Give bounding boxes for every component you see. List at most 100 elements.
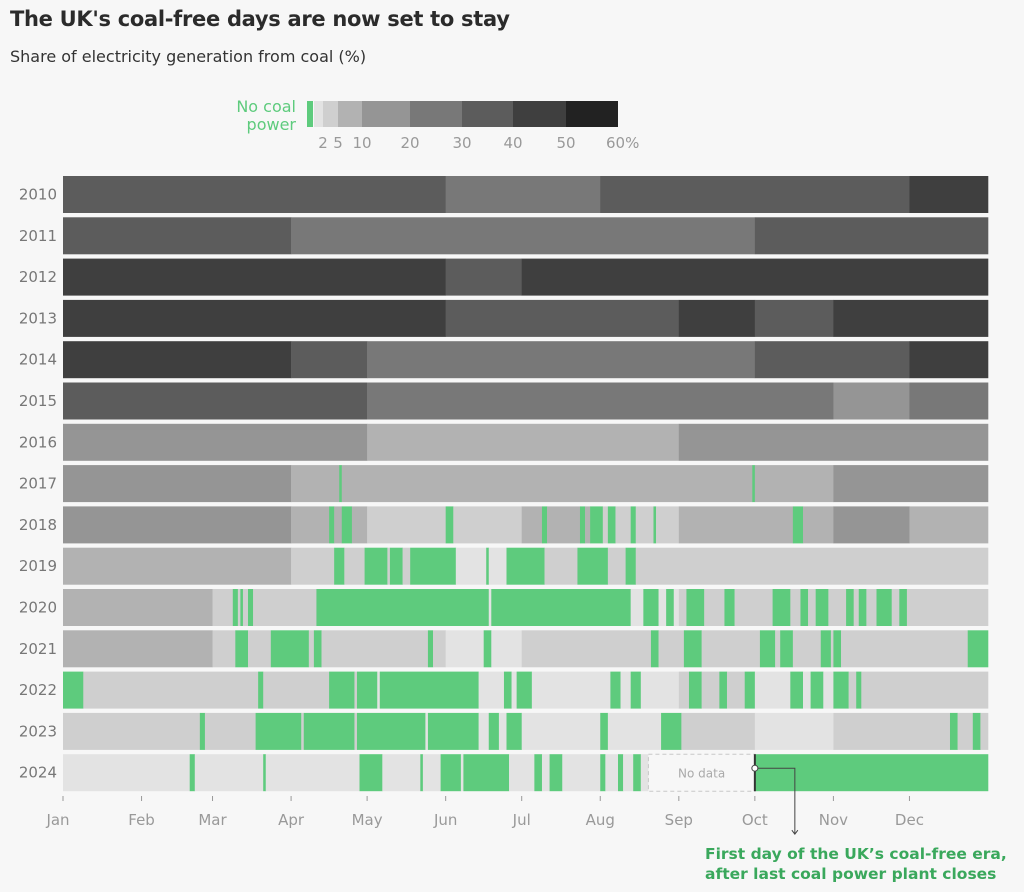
coal-free-days [420,754,424,792]
day-cells [754,712,834,750]
coal-free-days [688,671,702,709]
coal-free-days [590,506,604,544]
x-tick-label: Nov [819,811,848,829]
x-tick-label: Sep [665,811,693,829]
day-cells [658,630,685,668]
day-cells [602,506,609,544]
day-cells [521,258,989,296]
day-cells [678,589,687,626]
day-cells [823,671,834,709]
coal-free-days [633,754,642,792]
year-label: 2010 [19,186,57,204]
legend-no-coal-label-1: No coal [236,97,296,116]
day-cells [828,589,847,626]
year-label: 2018 [19,516,57,534]
day-cells [402,547,411,585]
coal-free-days [876,589,892,626]
legend-tick-label: 40 [503,134,522,152]
coal-free-days [630,671,642,709]
coal-free-days [248,589,254,626]
day-cells [656,506,680,544]
day-cells [792,630,822,668]
coal-free-days [820,630,832,668]
legend-swatch [314,101,323,127]
day-cells [433,630,446,668]
coal-free-days [541,506,548,544]
year-row: 2020 [19,589,989,626]
day-cells [640,754,649,792]
coal-free-days [967,630,989,668]
coal-free-days [303,712,355,750]
year-label: 2011 [19,227,57,245]
coal-free-days [607,506,616,544]
x-tick-label: May [352,811,383,829]
day-cells [701,630,761,668]
coal-free-days [534,754,543,792]
day-cells [906,589,989,626]
year-row: 2016 [19,423,989,461]
coal-free-days [810,671,824,709]
coal-free-days [316,589,490,626]
day-cells [478,712,490,750]
day-cells [635,547,989,585]
legend-swatch-no-coal [307,101,313,127]
day-cells [455,547,487,585]
coal-free-days [683,630,702,668]
day-cells [734,589,773,626]
year-row: 2014 [19,341,989,379]
day-cells [488,547,507,585]
coal-free-days [488,712,500,750]
coal-free-days [516,671,533,709]
day-cells [623,754,634,792]
day-cells [242,589,249,626]
day-cells [237,589,241,626]
day-cells [63,299,446,337]
year-row: 2023 [19,712,989,750]
coal-free-days [313,630,322,668]
coal-free-days [858,589,867,626]
legend-swatch [323,101,338,127]
year-label: 2012 [19,268,57,286]
coal-free-days [630,506,637,544]
coal-free-days [232,589,239,626]
day-cells [248,630,272,668]
day-cells [562,754,601,792]
coal-free-days [427,630,434,668]
day-cells [212,589,234,626]
coal-free-days [600,754,606,792]
day-cells [194,754,264,792]
day-cells [754,217,989,255]
day-cells [909,176,989,213]
day-cells [853,589,860,626]
legend-swatch [410,101,462,127]
day-cells [63,176,446,213]
day-cells [678,423,989,461]
day-cells [367,423,680,461]
year-row: 2021 [19,630,989,668]
legend-swatch [338,101,362,127]
day-cells [808,589,816,626]
day-cells [344,547,365,585]
day-cells [909,382,989,420]
day-cells [678,299,756,337]
day-cells [909,506,989,544]
day-cells [63,382,368,420]
day-cells [833,299,989,337]
coal-free-days [270,630,310,668]
day-cells [585,506,591,544]
legend-tick-label: 30 [452,134,471,152]
day-cells [63,754,191,792]
day-cells [204,712,256,750]
day-cells [640,671,680,709]
coal-free-days [899,589,908,626]
coal-free-days [506,547,545,585]
day-cells [957,712,974,750]
day-cells [754,299,834,337]
day-cells [63,258,446,296]
day-cells [891,589,900,626]
day-cells [620,671,631,709]
day-cells [445,258,522,296]
day-cells [422,754,441,792]
